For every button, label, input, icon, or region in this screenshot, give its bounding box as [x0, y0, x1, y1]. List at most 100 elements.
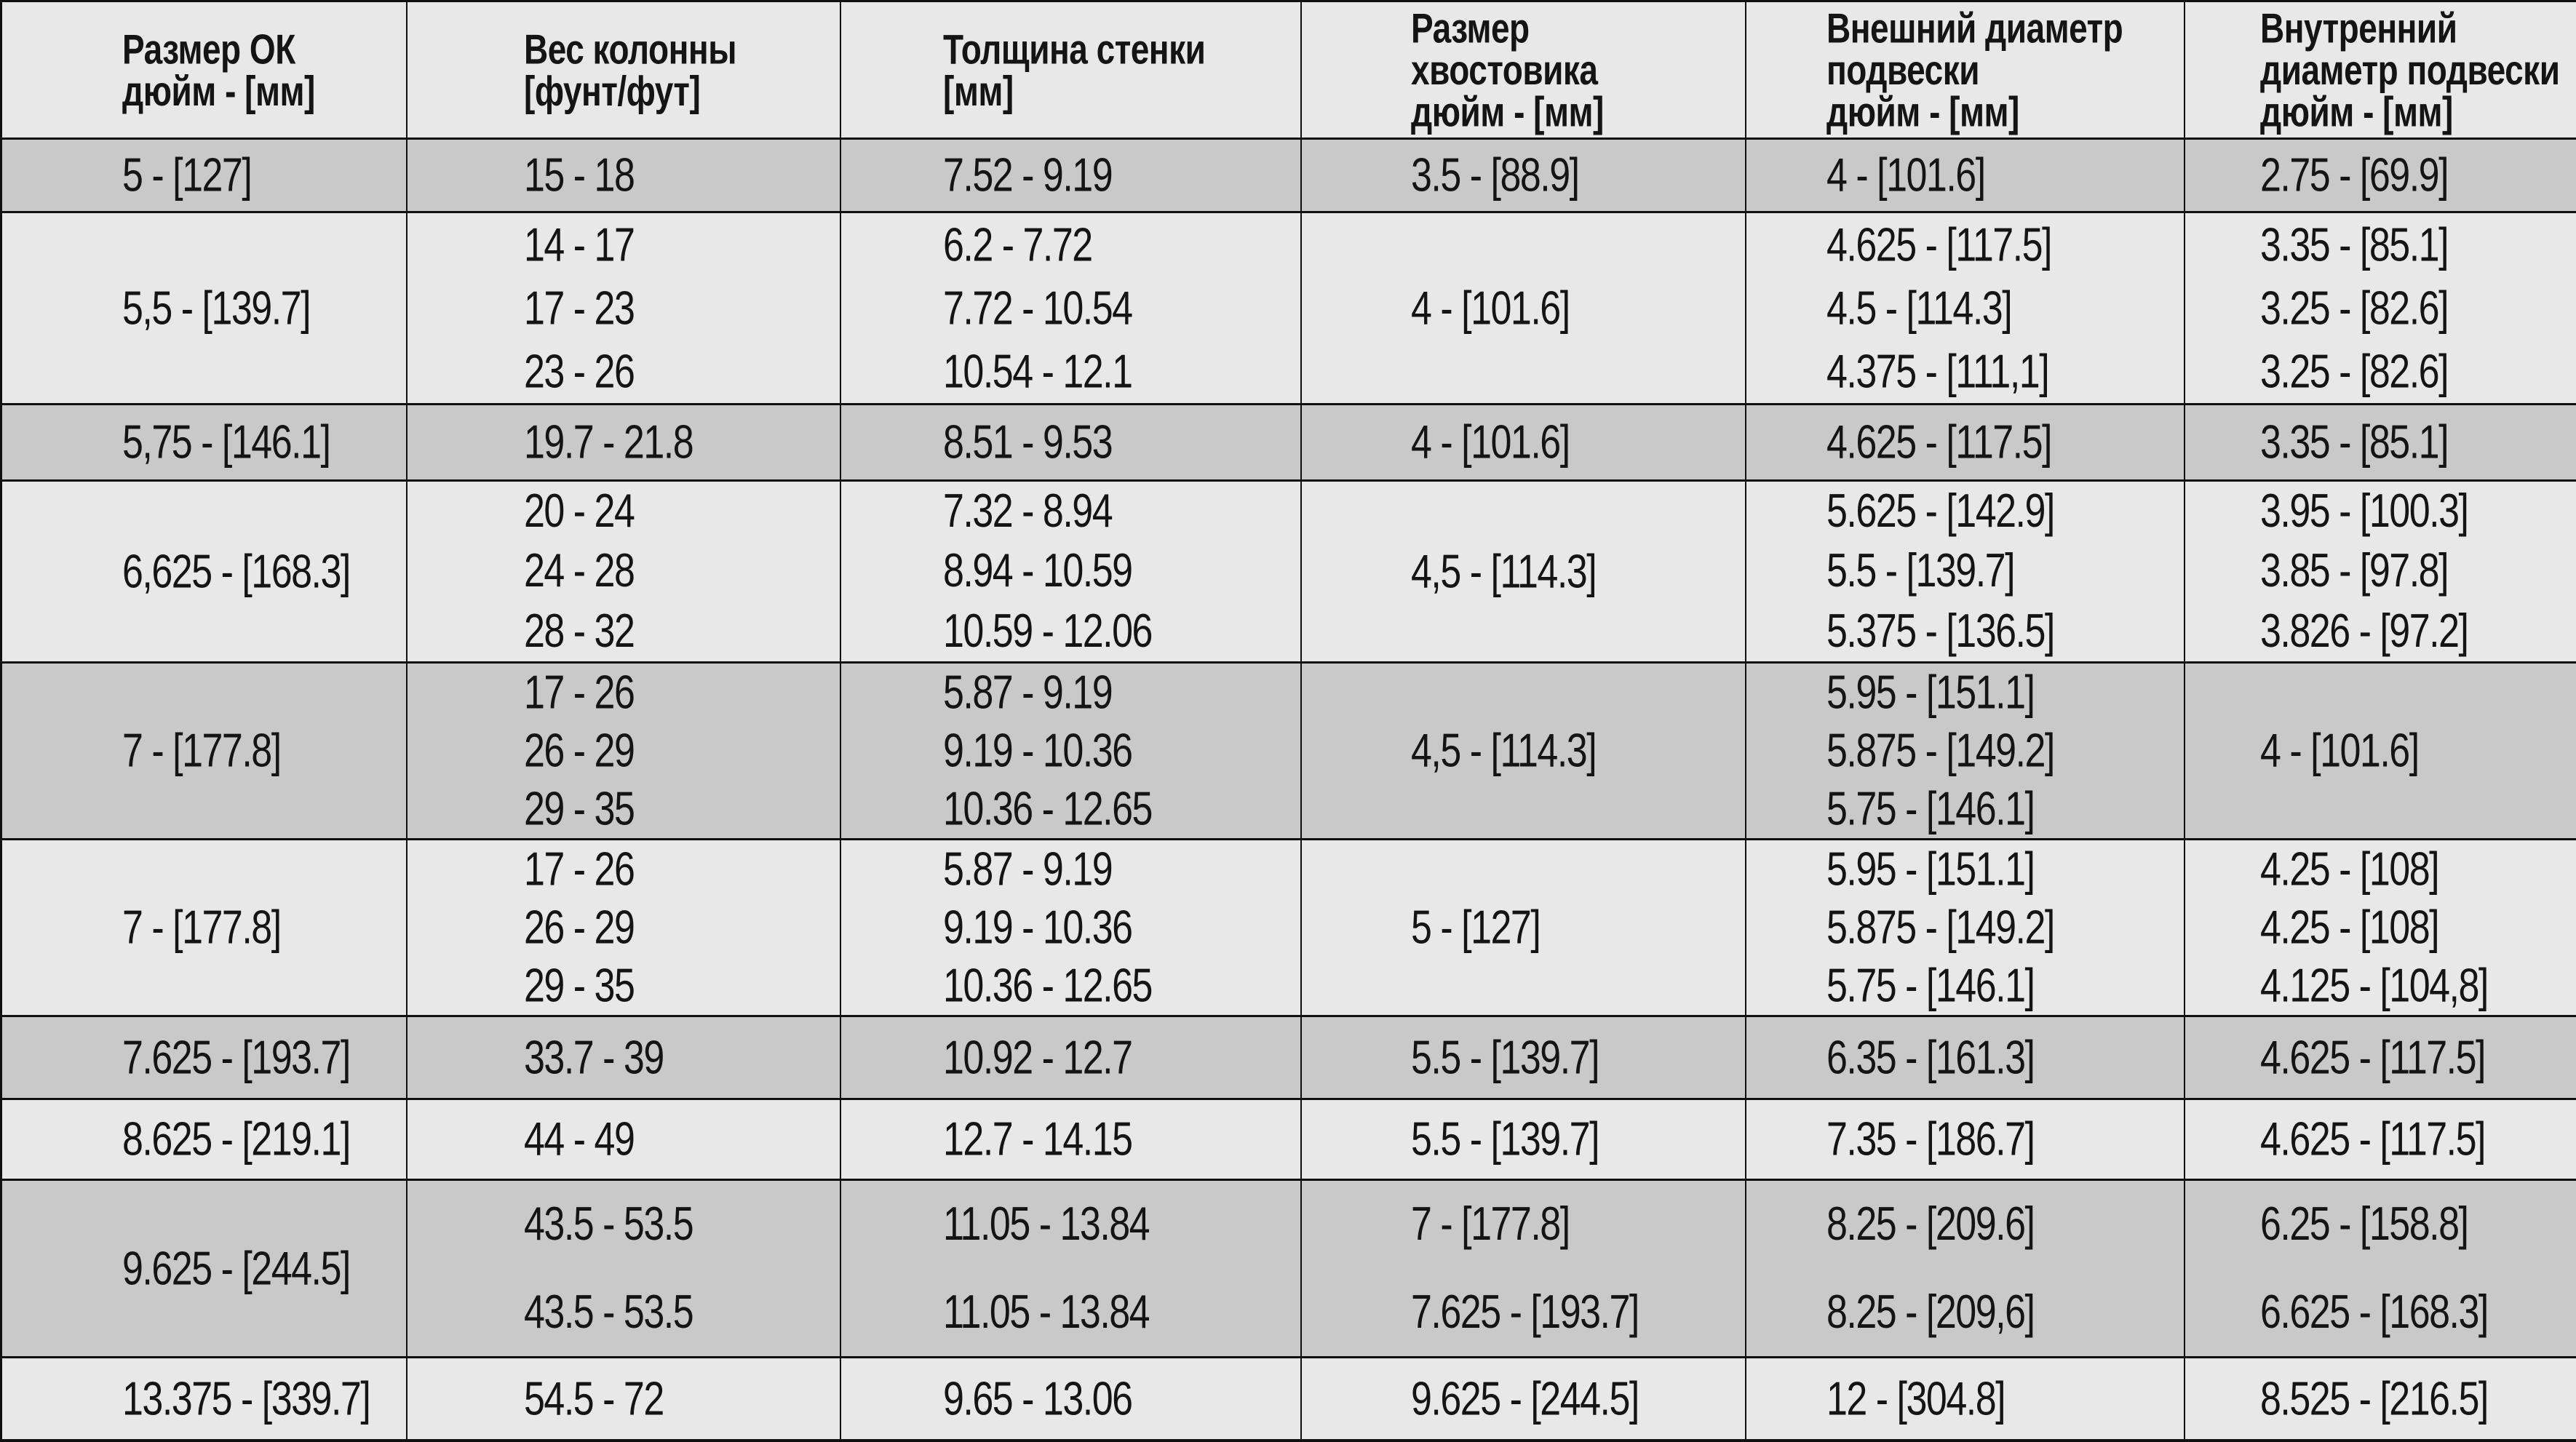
column-header-label: Размер ОК дюйм - [мм] [122, 25, 315, 115]
cell-value: 4.5 - [114.3] [1826, 282, 2013, 335]
column-header-wall-thickness: Толщина стенки [мм] [841, 0, 1302, 140]
table-cell-r8c1: 8.625 - [219.1] [0, 1100, 408, 1181]
cell-value: 12 - [304.8] [1826, 1372, 2006, 1425]
table-cell-r7c2: 33.7 - 39 [408, 1017, 841, 1100]
cell-value: 3.35 - [85.1] [2260, 415, 2449, 469]
cell-value: 8.625 - [219.1] [122, 1112, 351, 1166]
cell-value: 5,75 - [146.1] [122, 415, 331, 469]
table-cell-r3c5: 4.625 - [117.5] [1746, 405, 2185, 482]
cell-value: 9.65 - 13.06 [943, 1372, 1133, 1425]
cell-value: 9.625 - [244.5] [122, 1242, 351, 1295]
table-cell-r10c1: 13.375 - [339.7] [0, 1358, 408, 1442]
table-cell-r8c5: 7.35 - [186.7] [1746, 1100, 2185, 1181]
table-cell-r9c5: 8.25 - [209.6] 8.25 - [209,6] [1746, 1181, 2185, 1358]
cell-value: 11.05 - 13.84 [943, 1286, 1150, 1339]
table-cell-r1c3: 7.52 - 9.19 [841, 140, 1302, 213]
cell-value: 7.625 - [193.7] [122, 1031, 351, 1084]
cell-value: 26 - 29 [524, 901, 635, 955]
cell-value: 15 - 18 [524, 148, 635, 202]
table-cell-r3c3: 8.51 - 9.53 [841, 405, 1302, 482]
table-cell-r9c3: 11.05 - 13.84 11.05 - 13.84 [841, 1181, 1302, 1358]
cell-value: 5.875 - [149.2] [1826, 901, 2055, 955]
table-cell-r6c3: 5.87 - 9.19 9.19 - 10.36 10.36 - 12.65 [841, 840, 1302, 1017]
table-cell-r10c2: 54.5 - 72 [408, 1358, 841, 1442]
table-cell-r6c1: 7 - [177.8] [0, 840, 408, 1017]
cell-value: 5.75 - [146.1] [1826, 959, 2035, 1013]
cell-value: 4.625 - [117.5] [2260, 1112, 2486, 1166]
table-cell-r6c4: 5 - [127] [1302, 840, 1746, 1017]
cell-value: 3.5 - [88.9] [1411, 148, 1580, 202]
cell-value: 2.75 - [69.9] [2260, 148, 2449, 202]
table-cell-r3c6: 3.35 - [85.1] [2185, 405, 2576, 482]
table-cell-r10c4: 9.625 - [244.5] [1302, 1358, 1746, 1442]
table-cell-r9c6: 6.25 - [158.8] 6.625 - [168.3] [2185, 1181, 2576, 1358]
cell-value: 43.5 - 53.5 [524, 1198, 694, 1251]
cell-value: 19.7 - 21.8 [524, 415, 694, 469]
cell-value: 5.75 - [146.1] [1826, 782, 2035, 836]
cell-value: 10.36 - 12.65 [943, 959, 1153, 1013]
table-cell-r2c4: 4 - [101.6] [1302, 213, 1746, 405]
table-cell-r1c4: 3.5 - [88.9] [1302, 140, 1746, 213]
cell-value: 4.625 - [117.5] [2260, 1031, 2486, 1084]
cell-value: 17 - 26 [524, 666, 635, 720]
cell-value: 9.19 - 10.36 [943, 901, 1133, 955]
table-cell-r8c6: 4.625 - [117.5] [2185, 1100, 2576, 1181]
cell-value: 43.5 - 53.5 [524, 1286, 694, 1339]
cell-value: 5.95 - [151.1] [1826, 843, 2035, 896]
cell-value: 7.72 - 10.54 [943, 282, 1133, 335]
cell-value: 3.85 - [97.8] [2260, 545, 2449, 598]
table-cell-r7c1: 7.625 - [193.7] [0, 1017, 408, 1100]
cell-value: 20 - 24 [524, 485, 635, 538]
table-cell-r2c3: 6.2 - 7.72 7.72 - 10.54 10.54 - 12.1 [841, 213, 1302, 405]
cell-value: 3.25 - [82.6] [2260, 345, 2449, 398]
cell-value: 5.875 - [149.2] [1826, 724, 2055, 778]
cell-value: 29 - 35 [524, 782, 635, 836]
cell-value: 5 - [127] [122, 148, 253, 202]
cell-value: 3.25 - [82.6] [2260, 282, 2449, 335]
cell-value: 33.7 - 39 [524, 1031, 664, 1084]
cell-value: 4.375 - [111,1] [1826, 345, 2050, 398]
table-cell-r8c3: 12.7 - 14.15 [841, 1100, 1302, 1181]
table-cell-r10c6: 8.525 - [216.5] [2185, 1358, 2576, 1442]
column-header-label: Вес колонны [фунт/фут] [524, 25, 737, 115]
column-header-label: Внутренний диаметр подвески дюйм - [мм] [2260, 4, 2560, 135]
cell-value: 4 - [101.6] [2260, 724, 2420, 778]
table-cell-r3c4: 4 - [101.6] [1302, 405, 1746, 482]
cell-value: 8.525 - [216.5] [2260, 1372, 2489, 1425]
table-cell-r7c6: 4.625 - [117.5] [2185, 1017, 2576, 1100]
cell-value: 10.59 - 12.06 [943, 605, 1153, 658]
cell-value: 29 - 35 [524, 959, 635, 1013]
table-cell-r4c5: 5.625 - [142.9] 5.5 - [139.7] 5.375 - [136… [1746, 482, 2185, 664]
table-cell-r7c5: 6.35 - [161.3] [1746, 1017, 2185, 1100]
cell-value: 10.54 - 12.1 [943, 345, 1133, 398]
cell-value: 5.5 - [139.7] [1826, 545, 2016, 598]
column-header-liner-size: Размер хвостовика дюйм - [мм] [1302, 0, 1746, 140]
table-cell-r1c6: 2.75 - [69.9] [2185, 140, 2576, 213]
cell-value: 10.36 - 12.65 [943, 782, 1153, 836]
cell-value: 23 - 26 [524, 345, 635, 398]
cell-value: 3.35 - [85.1] [2260, 218, 2449, 271]
table-cell-r5c1: 7 - [177.8] [0, 664, 408, 840]
cell-value: 5.95 - [151.1] [1826, 666, 2035, 720]
cell-value: 3.95 - [100.3] [2260, 485, 2469, 538]
cell-value: 8.94 - 10.59 [943, 545, 1133, 598]
table-cell-r4c2: 20 - 24 24 - 28 28 - 32 [408, 482, 841, 664]
column-header-hanger-outer-diameter: Внешний диаметр подвески дюйм - [мм] [1746, 0, 2185, 140]
cell-value: 6,625 - [168.3] [122, 545, 351, 598]
table-cell-r10c5: 12 - [304.8] [1746, 1358, 2185, 1442]
table-cell-r6c6: 4.25 - [108] 4.25 - [108] 4.125 - [104,8] [2185, 840, 2576, 1017]
table-cell-r2c5: 4.625 - [117.5] 4.5 - [114.3] 4.375 - [111… [1746, 213, 2185, 405]
cell-value: 8.25 - [209,6] [1826, 1286, 2035, 1339]
table-cell-r2c1: 5,5 - [139.7] [0, 213, 408, 405]
cell-value: 4.625 - [117.5] [1826, 218, 2053, 271]
cell-value: 4.25 - [108] [2260, 901, 2440, 955]
cell-value: 3.826 - [97.2] [2260, 605, 2469, 658]
table-cell-r7c3: 10.92 - 12.7 [841, 1017, 1302, 1100]
cell-value: 5.87 - 9.19 [943, 666, 1113, 720]
cell-value: 9.625 - [244.5] [1411, 1372, 1639, 1425]
cell-value: 17 - 23 [524, 282, 635, 335]
table-cell-r5c2: 17 - 26 26 - 29 29 - 35 [408, 664, 841, 840]
table-cell-r1c1: 5 - [127] [0, 140, 408, 213]
cell-value: 9.19 - 10.36 [943, 724, 1133, 778]
column-header-label: Толщина стенки [мм] [943, 25, 1206, 115]
